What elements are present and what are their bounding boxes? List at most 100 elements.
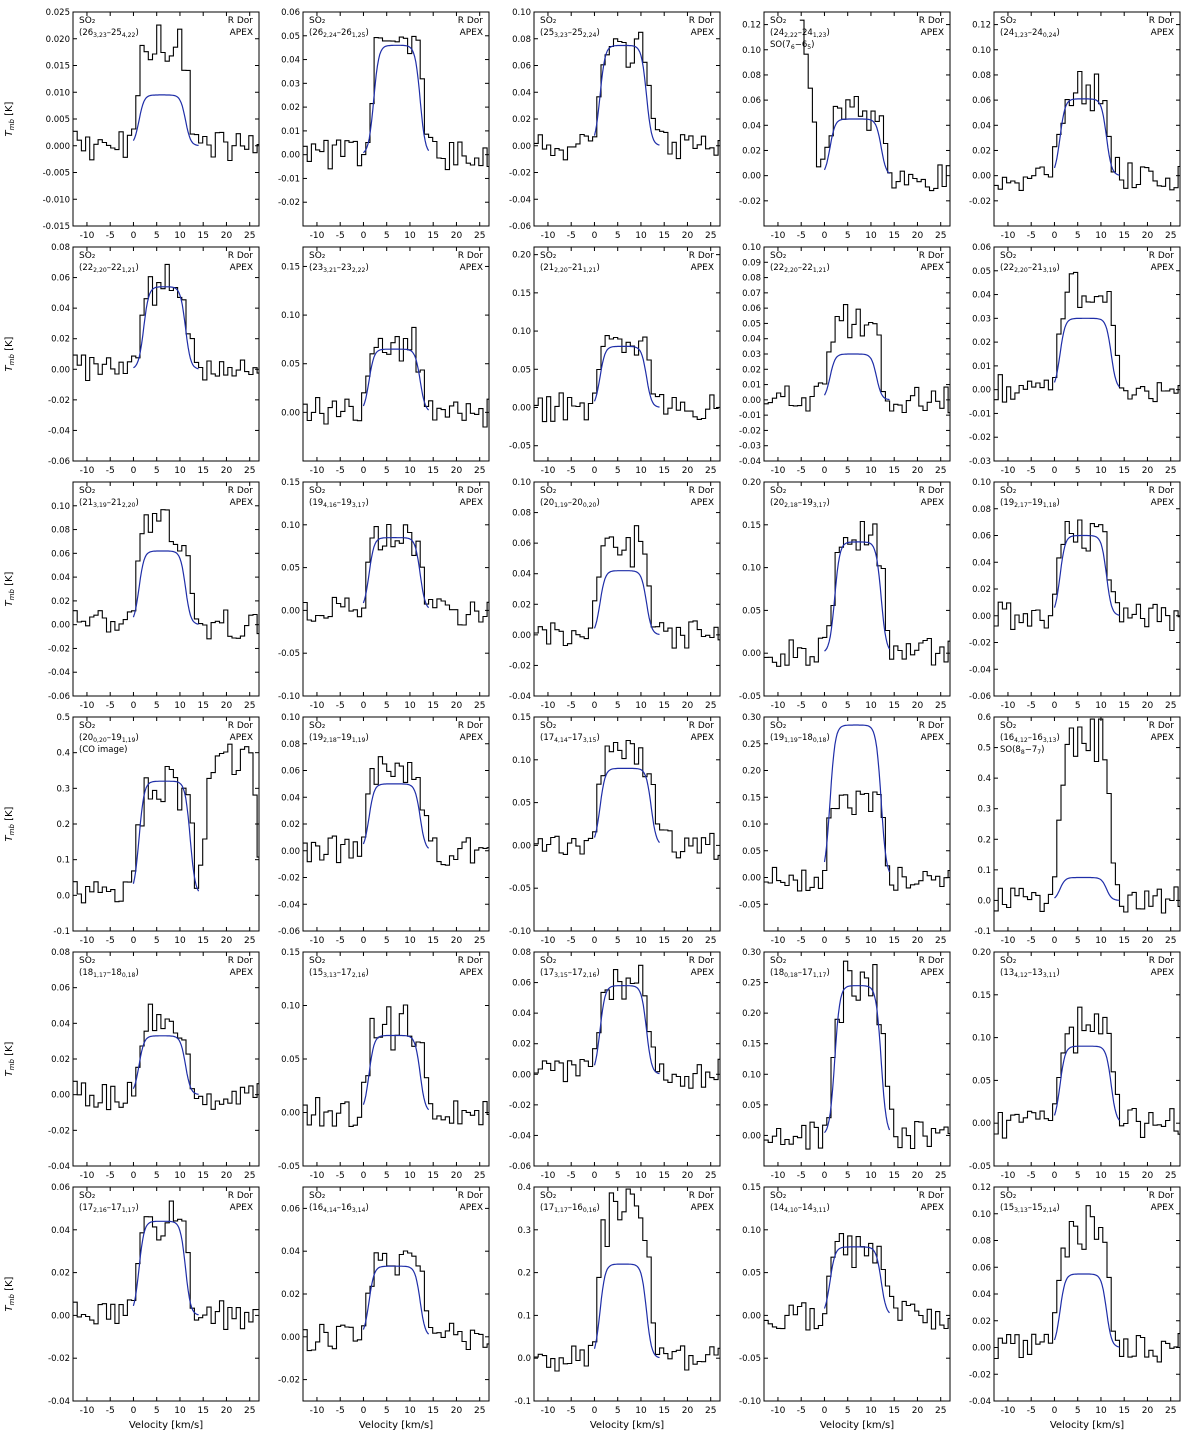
y-tick-label: 0.08 <box>972 71 991 81</box>
spectrum-panel: -10 -5 0 5 10 15 20 25 -0.04 -0.02 0.00 0.02 0.04 0.0… <box>4 948 260 1181</box>
x-tick-label: 25 <box>244 231 255 241</box>
x-tick-label: -5 <box>797 231 806 241</box>
spectrum-panel: -10 -5 0 5 10 15 20 25 -0.1 0.0 0.1 0.2 0.3 0.4 0.5 0.6… <box>974 713 1181 946</box>
y-tick-label: -0.02 <box>969 639 991 649</box>
x-tick-label: 10 <box>1095 466 1107 476</box>
species-label: SO₂ <box>770 956 787 966</box>
y-tick-label: 0.10 <box>742 820 761 830</box>
x-tick-label: 20 <box>451 1171 463 1181</box>
species-label: SO₂ <box>1000 251 1017 261</box>
x-tick-label: -5 <box>336 1171 345 1181</box>
y-tick-label: 0.08 <box>51 526 70 536</box>
x-tick-label: 25 <box>935 701 946 711</box>
x-tick-label: 25 <box>935 1171 946 1181</box>
x-tick-label: 20 <box>221 1406 233 1416</box>
x-tick-label: 5 <box>384 1171 390 1181</box>
y-tick-label: 0.025 <box>46 8 70 18</box>
x-tick-label: 15 <box>1118 466 1129 476</box>
x-tick-label: -10 <box>541 231 556 241</box>
x-tick-label: 5 <box>615 231 621 241</box>
y-tick-label: -0.015 <box>43 222 70 232</box>
transition-label: (144,10​–143,11​) <box>770 1203 830 1214</box>
x-tick-label: 5 <box>1075 466 1081 476</box>
x-tick-label: 15 <box>1118 1171 1129 1181</box>
x-tick-label: 0 <box>1052 231 1058 241</box>
x-tick-label: 0 <box>1052 701 1058 711</box>
y-tick-label: -0.02 <box>969 197 991 207</box>
species-label: SO₂ <box>540 956 557 966</box>
y-tick-label: 0.00 <box>972 172 991 182</box>
y-tick-label: 0.3 <box>517 1226 531 1236</box>
x-tick-label: 0 <box>1052 466 1058 476</box>
spectrum-panel: -10 -5 0 5 10 15 20 25 0.00 0.05 0.10 0.15 0.20 0.25 0… <box>742 948 951 1181</box>
x-tick-label: 5 <box>845 1171 851 1181</box>
panel-frame <box>72 481 260 697</box>
x-tick-label: 25 <box>474 231 485 241</box>
x-tick-label: 0 <box>361 701 367 711</box>
x-tick-label: 20 <box>912 936 924 946</box>
y-tick-label: 0.10 <box>742 564 761 574</box>
telescope-label: APEX <box>1151 733 1174 743</box>
panel-frame <box>763 481 951 697</box>
source-label: R Dor <box>458 1191 484 1201</box>
x-axis-title: Velocity [km/s] <box>820 1420 894 1431</box>
x-tick-label: 5 <box>1075 936 1081 946</box>
model-spectrum <box>132 550 199 625</box>
observed-spectrum <box>303 523 489 626</box>
species-label: SO₂ <box>1000 486 1017 496</box>
x-tick-label: -10 <box>80 1171 95 1181</box>
model-spectrum <box>824 541 891 652</box>
model-spectrum <box>824 985 891 1134</box>
model-spectrum <box>823 353 890 401</box>
x-tick-label: 20 <box>221 466 233 476</box>
source-label: R Dor <box>689 956 715 966</box>
x-tick-label: 25 <box>935 1406 946 1416</box>
x-tick-label: 25 <box>244 1171 255 1181</box>
y-tick-label: -0.02 <box>48 1354 70 1364</box>
observed-spectrum <box>303 35 489 171</box>
x-tick-label: 25 <box>244 1406 255 1416</box>
y-tick-label: 0.4 <box>56 749 70 759</box>
observed-spectrum <box>799 19 950 192</box>
x-tick-label: 25 <box>705 1406 716 1416</box>
panel-frame <box>993 716 1181 932</box>
telescope-label: APEX <box>230 968 253 978</box>
x-tick-label: 0 <box>822 1171 828 1181</box>
x-tick-label: -5 <box>1027 701 1036 711</box>
y-tick-label: 0.10 <box>742 46 761 56</box>
y-tick-label: 0.01 <box>972 362 991 372</box>
x-tick-label: 15 <box>197 1406 208 1416</box>
observed-spectrum <box>994 519 1180 632</box>
y-tick-label: 0.5 <box>56 713 70 723</box>
y-tick-label: 0.30 <box>742 713 761 723</box>
x-tick-label: 5 <box>154 936 160 946</box>
spectrum-panel: -10 -5 0 5 10 15 20 25 -0.04 -0.03 -0.02 -0.01 0.00 0… <box>739 243 951 476</box>
y-tick-label: 0.1 <box>517 1311 531 1321</box>
panel-frame <box>533 11 721 227</box>
y-tick-label: 0.6 <box>977 713 991 723</box>
y-tick-label: 0.00 <box>742 649 761 659</box>
x-tick-label: 0 <box>131 936 137 946</box>
y-tick-label: -0.02 <box>48 1126 70 1136</box>
model-spectrum <box>132 780 200 892</box>
y-tick-label: -0.06 <box>278 927 300 937</box>
y-tick-label: 0.04 <box>972 558 991 568</box>
y-tick-label: 0.03 <box>281 79 300 89</box>
y-axis-title: Tmb [K] <box>4 101 16 136</box>
telescope-label: APEX <box>460 968 483 978</box>
x-tick-label: -5 <box>1027 1406 1036 1416</box>
species-label: SO₂ <box>1000 956 1017 966</box>
telescope-label: APEX <box>921 1203 944 1213</box>
x-tick-label: -5 <box>1027 1171 1036 1181</box>
species-label: SO₂ <box>79 721 96 731</box>
x-axis-title: Velocity [km/s] <box>1050 1420 1124 1431</box>
source-label: R Dor <box>1149 16 1175 26</box>
x-tick-label: 25 <box>935 231 946 241</box>
x-tick-label: 5 <box>154 466 160 476</box>
y-tick-label: 0.06 <box>281 767 300 777</box>
transition-label: (192,17​–191,18​) <box>1000 498 1060 509</box>
species-label: SO₂ <box>770 251 787 261</box>
x-tick-label: -10 <box>80 231 95 241</box>
y-tick-label: -0.06 <box>48 692 70 702</box>
x-tick-label: 5 <box>154 231 160 241</box>
